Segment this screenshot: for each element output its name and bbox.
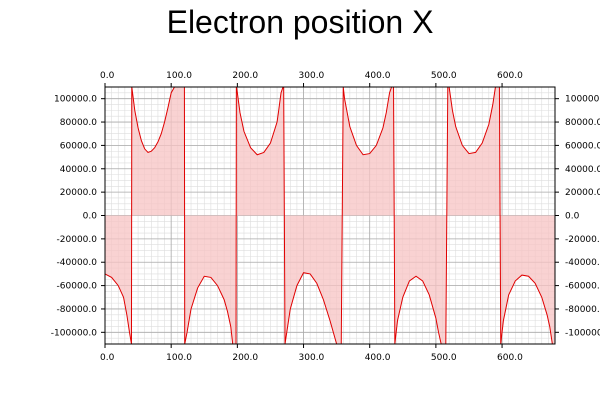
y-tick-label-right: 0.0 — [565, 212, 580, 222]
series-area — [105, 87, 555, 344]
y-tick-label-left: 0.0 — [83, 212, 98, 222]
x-tick-label-bottom: 100.0 — [166, 353, 192, 363]
y-tick-label-right: -100000.0 — [565, 328, 600, 338]
y-tick-label-right: -40000.0 — [565, 258, 600, 268]
y-tick-label-left: -100000.0 — [51, 328, 97, 338]
chart-title: Electron position X — [166, 4, 434, 40]
x-tick-label-top: 200.0 — [232, 71, 258, 81]
x-tick-label-bottom: 0.0 — [100, 353, 115, 363]
x-tick-label-bottom: 500.0 — [431, 353, 457, 363]
x-tick-label-bottom: 600.0 — [497, 353, 523, 363]
y-tick-label-left: 80000.0 — [60, 118, 97, 128]
y-tick-label-right: -80000.0 — [565, 305, 600, 315]
x-tick-label-top: 100.0 — [166, 71, 192, 81]
y-tick-label-right: 20000.0 — [565, 188, 600, 198]
x-tick-label-top: 300.0 — [299, 71, 325, 81]
y-tick-label-right: -60000.0 — [565, 282, 600, 292]
y-tick-label-left: 60000.0 — [60, 141, 97, 151]
y-tick-label-right: 80000.0 — [565, 118, 600, 128]
x-tick-label-top: 400.0 — [365, 71, 391, 81]
x-tick-label-top: 0.0 — [100, 71, 115, 81]
x-tick-label-bottom: 400.0 — [365, 353, 391, 363]
x-tick-label-bottom: 200.0 — [232, 353, 258, 363]
x-tick-label-top: 500.0 — [431, 71, 457, 81]
y-tick-label-right: 60000.0 — [565, 141, 600, 151]
series-line — [104, 86, 555, 345]
y-tick-label-right: -20000.0 — [565, 235, 600, 245]
y-tick-label-left: 100000.0 — [54, 95, 97, 105]
y-tick-label-left: 20000.0 — [60, 188, 97, 198]
y-tick-label-left: 40000.0 — [60, 165, 97, 175]
y-tick-label-right: 40000.0 — [565, 165, 600, 175]
x-tick-label-bottom: 300.0 — [299, 353, 325, 363]
x-tick-label-top: 600.0 — [497, 71, 523, 81]
y-tick-label-left: -80000.0 — [57, 305, 98, 315]
y-tick-label-left: -60000.0 — [57, 282, 98, 292]
y-tick-label-right: 100000.0 — [565, 95, 600, 105]
y-tick-label-left: -40000.0 — [57, 258, 98, 268]
y-tick-label-left: -20000.0 — [57, 235, 98, 245]
